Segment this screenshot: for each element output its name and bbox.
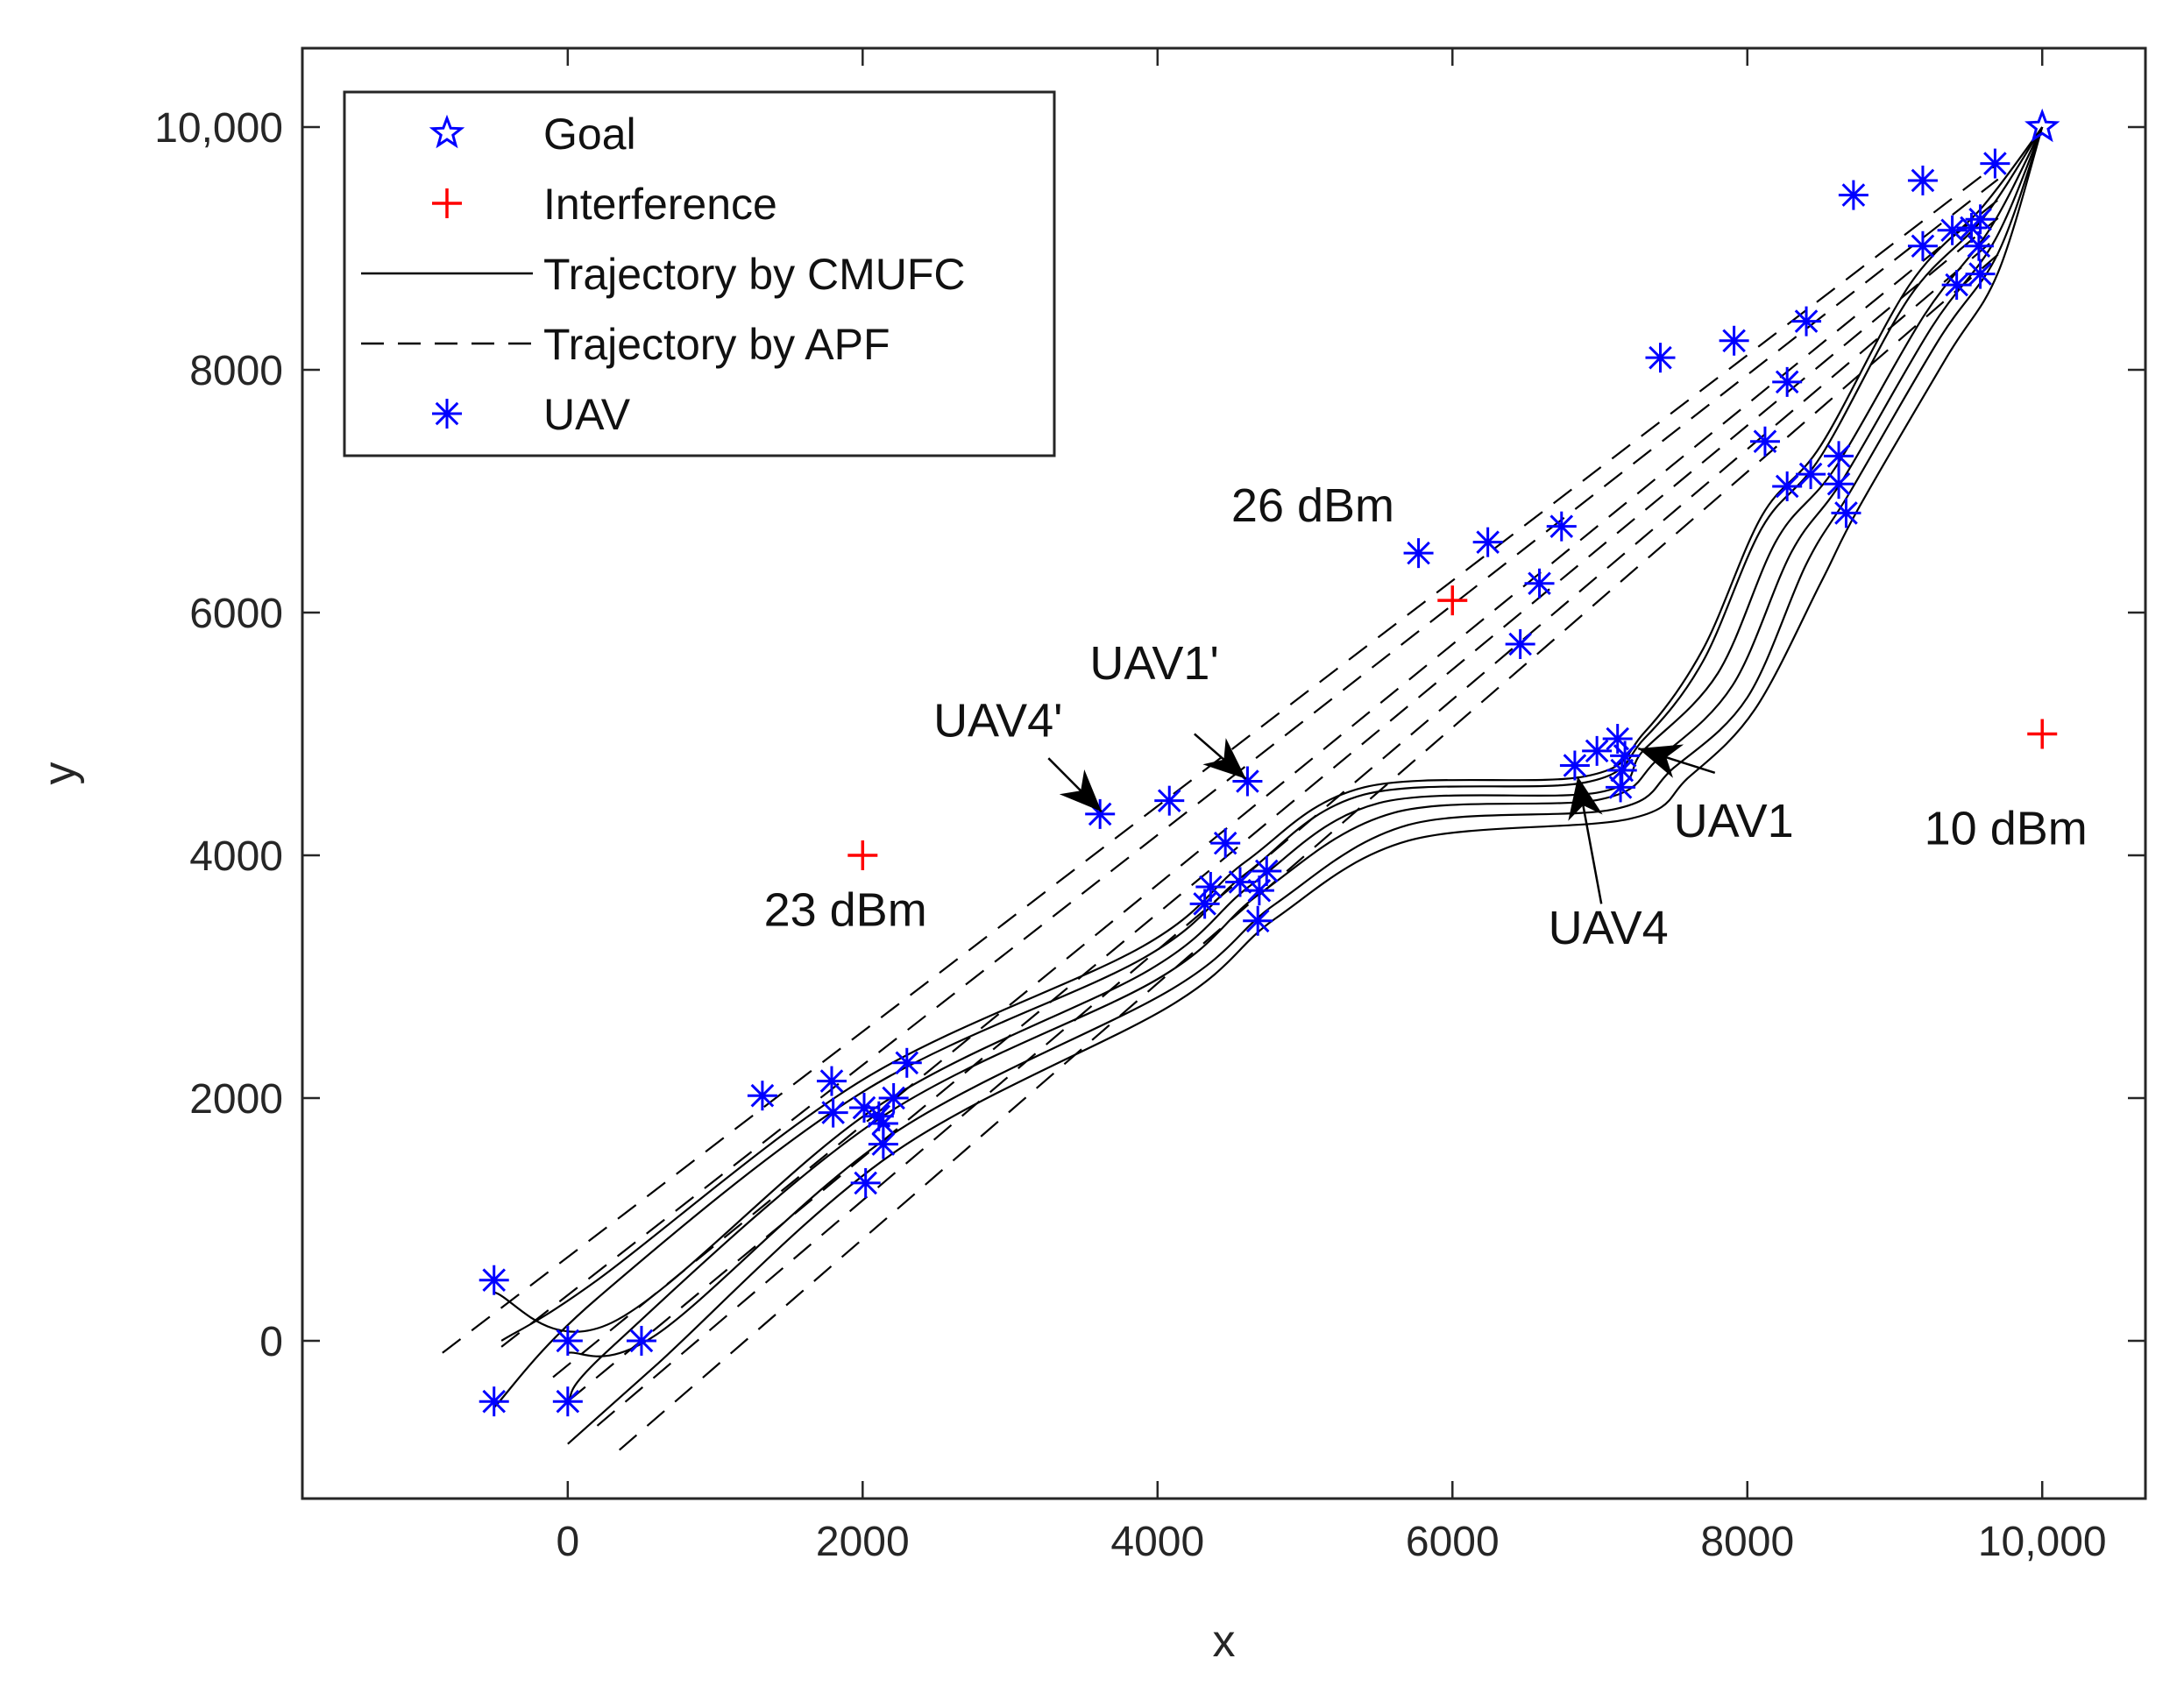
uav-marker-45 [1824,469,1854,500]
uav-marker-54 [1965,204,1996,235]
uav-marker-8 [818,1097,848,1128]
y-tick-label-6: 10,000 [154,105,283,152]
uav-marker-3 [626,1325,656,1356]
legend-goal-glyph [429,114,465,149]
uav-marker-24 [1244,875,1274,906]
uav-marker-38 [1719,325,1749,356]
legend-uav-glyph [432,399,462,429]
uav-marker-19 [1210,828,1241,859]
uav-marker-46 [1831,498,1861,528]
uav-marker-29 [1524,568,1555,599]
apf-trajectory-2 [500,178,1999,1348]
x-tick-label-6: 10,000 [1978,1519,2107,1565]
y-axis-label: y [34,762,85,785]
x-axis-label: x [1213,1616,1236,1667]
uav-marker-44 [1824,441,1854,471]
uav-marker-51 [1941,270,1972,301]
uav-marker-32 [1582,735,1613,766]
y-tick-label-4: 6000 [189,591,283,637]
uav-marker-1 [479,1265,509,1295]
legend-cmufc-label: Trajectory by CMUFC [543,250,966,299]
uav-marker-43 [1796,459,1826,490]
arrow-head-2 [1202,738,1246,779]
y-tick-label-1: 0 [259,1319,283,1365]
uav-marker-7 [816,1066,847,1096]
cmufc-trajectory-1 [500,126,2044,1342]
uav-marker-34 [1610,741,1641,771]
uav-marker-36 [1606,772,1636,803]
arrow-label-4: UAV4 [1549,902,1669,954]
uav-marker-47 [1838,180,1868,210]
cmufc-trajectory-6 [567,126,2044,1445]
power-label-3: 10 dBm [1925,803,2088,855]
x-tick-label-2: 2000 [816,1519,910,1565]
uav-marker-48 [1907,165,1938,195]
uav-marker-42 [1772,471,1803,501]
legend-uav-label: UAV [543,390,631,439]
uav-marker-9 [848,1093,879,1123]
x-tick-label-4: 6000 [1406,1519,1500,1565]
interference-marker-1 [847,840,878,870]
uav-marker-28 [1546,511,1577,542]
arrow-head-1 [1059,769,1102,812]
legend-interference-label: Interference [543,180,777,229]
x-tick-label-5: 8000 [1700,1519,1794,1565]
x-tick-label-1: 0 [556,1519,579,1565]
interference-marker-2 [1437,585,1468,616]
legend-interference-glyph [432,188,462,218]
uav-marker-56 [1965,259,1996,289]
uav-marker-26 [1403,538,1434,569]
x-tick-label-3: 4000 [1110,1519,1204,1565]
uav-marker-52 [1937,215,1968,245]
uav-marker-6 [747,1081,777,1111]
y-tick-label-3: 4000 [189,833,283,880]
apf-trajectory-4 [567,217,1999,1403]
uav-marker-40 [1772,366,1803,397]
uav-marker-39 [1791,306,1822,337]
arrow-label-1: UAV4' [933,694,1062,747]
uav-marker-55 [1963,230,1994,261]
apf-trajectory-3 [552,199,1999,1379]
uav-marker-35 [1606,755,1637,786]
y-tick-label-2: 2000 [189,1076,283,1123]
axes-box [301,46,2147,1500]
cmufc-trajectory-3 [493,126,2044,1333]
uav-marker-21 [1195,871,1226,902]
uav-marker-12 [878,1082,909,1113]
arrow-head-4 [1568,776,1603,821]
uav-marker-37 [1645,343,1676,373]
uav-marker-15 [850,1167,881,1198]
uav-marker-27 [1472,527,1503,557]
marker-layer [479,108,2060,1417]
apf-trajectory-6 [618,253,1999,1451]
uav-marker-14 [868,1129,898,1159]
goal-marker [2024,108,2060,143]
uav-marker-30 [1505,629,1535,660]
arrow-label-2: UAV1' [1089,637,1218,690]
uav-marker-2 [552,1325,583,1356]
legend: Goal Interference Trajectory by CMUFC Tr… [343,90,1056,457]
annotation-layer: 23 dBm 26 dBm 10 dBm UAV4' UAV1' UAV1 UAV4 [764,479,2088,954]
y-tick-label-5: 8000 [189,348,283,394]
uav-marker-50 [1907,230,1938,261]
uav-marker-41 [1749,426,1780,457]
legend-goal-label: Goal [543,110,636,159]
uav-marker-49 [1980,148,2010,179]
uav-marker-25 [1243,905,1273,936]
uav-marker-17 [1154,785,1185,816]
power-label-2: 26 dBm [1231,479,1394,532]
tick-layer: 0 2000 4000 6000 8000 10,000 0 2000 4000 6000 8000… [154,48,2145,1565]
uav-marker-31 [1559,750,1590,781]
arrow-head-3 [1638,744,1684,778]
interference-marker-3 [2027,719,2058,749]
uav-marker-5 [552,1386,583,1417]
power-label-1: 23 dBm [764,883,927,936]
arrow-label-3: UAV1 [1674,795,1794,847]
legend-apf-label: Trajectory by APF [543,320,890,369]
uav-marker-10 [891,1047,922,1078]
apf-trajectory-1 [442,162,1999,1354]
uav-marker-4 [479,1386,509,1417]
